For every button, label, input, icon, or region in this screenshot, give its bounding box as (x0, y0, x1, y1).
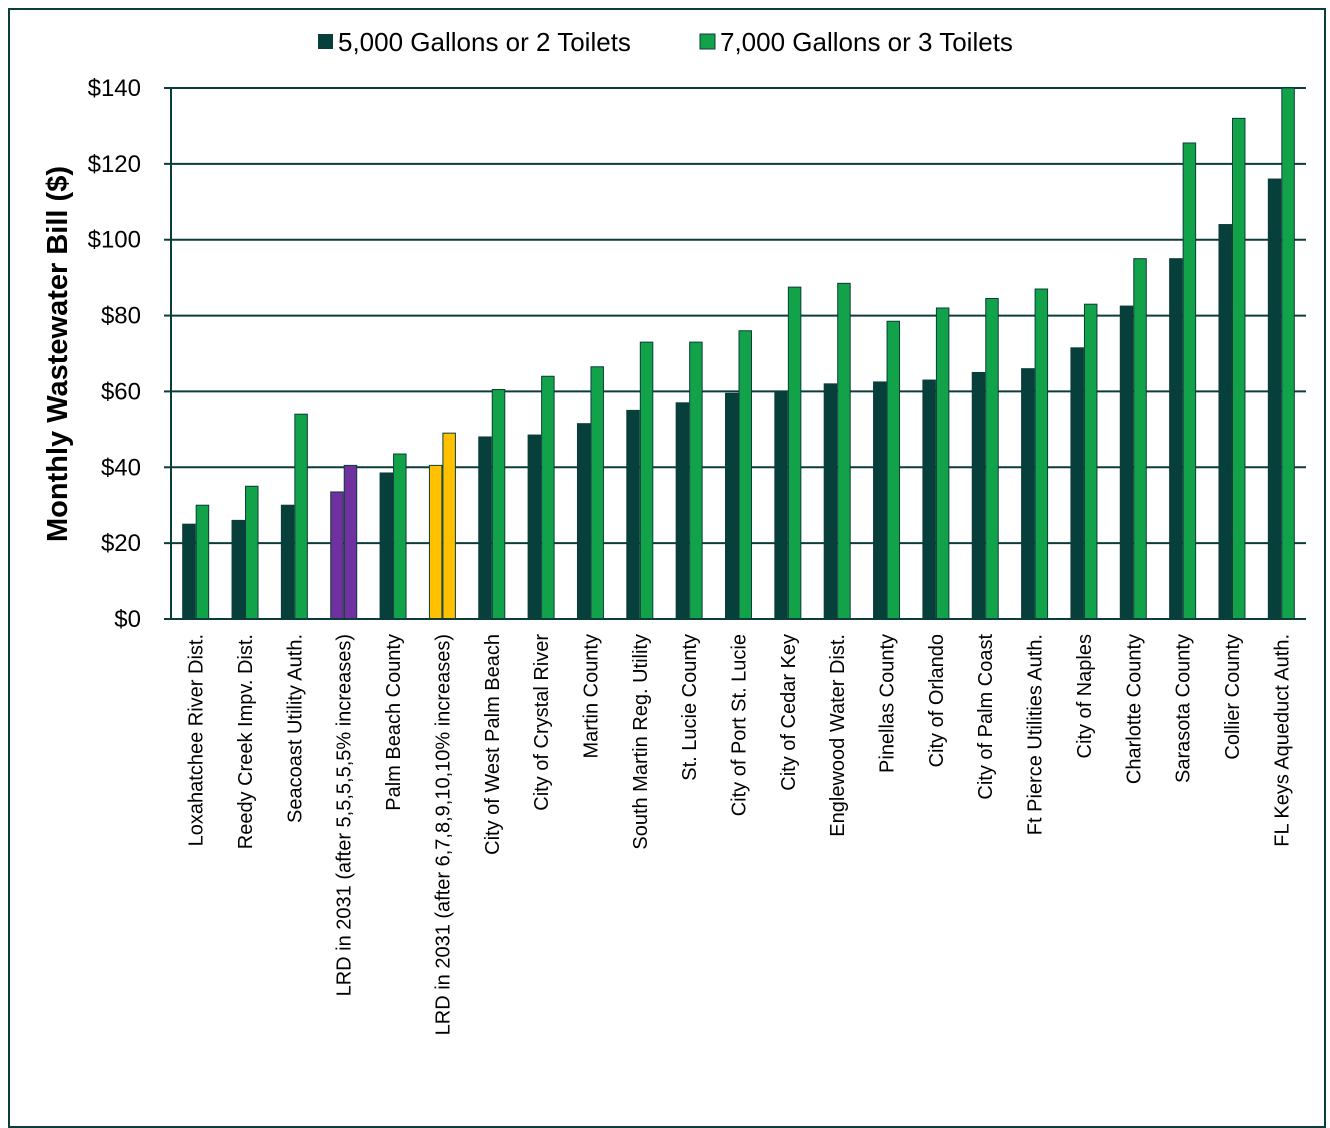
bar-series-1 (478, 436, 492, 620)
x-category-label: St. Lucie County (679, 634, 701, 781)
x-category-label: LRD in 2031 (after 5,5,5,5,5% increases) (334, 634, 356, 996)
bar-series-2 (294, 413, 308, 620)
bar-series-2 (639, 341, 654, 620)
bar-series-2 (343, 464, 358, 620)
bar-series-2 (886, 320, 901, 620)
x-category-label: City of Crystal River (531, 634, 553, 811)
bar-series-1 (182, 523, 196, 620)
chart-frame (8, 8, 1326, 1128)
bar-series-1 (1021, 368, 1035, 620)
bar-series-2 (590, 366, 604, 620)
bar-series-2 (787, 286, 802, 620)
bar-series-1 (379, 472, 394, 620)
bar-series-2 (541, 375, 555, 620)
bar-series-2 (1182, 142, 1197, 620)
x-category-label: City of Palm Coast (975, 634, 997, 800)
x-category-label: Collier County (1222, 634, 1244, 760)
axes: $0 $20 $40 $60 $80 $100 $120 $140 Loxahatchee Ri… (88, 75, 1306, 1035)
bar-series-1 (527, 434, 542, 620)
bar-series-1 (675, 402, 690, 620)
bar-series-2 (245, 485, 259, 620)
gridlines (171, 87, 1306, 545)
x-category-label: City of Port St. Lucie (729, 634, 751, 816)
bar-series-1 (971, 371, 986, 620)
x-category-label: City of Naples (1074, 634, 1096, 759)
x-category-label: LRD in 2031 (after 6,7,8,9,10,10% increa… (432, 634, 454, 1035)
legend: 5,000 Gallons or 2 Toilets 7,000 Gallons… (318, 27, 1013, 57)
y-tick-label: $0 (114, 606, 141, 633)
bar-series-1 (1218, 224, 1232, 620)
y-tick-label: $60 (101, 378, 141, 405)
legend-label-series-1: 5,000 Gallons or 2 Toilets (338, 27, 631, 57)
bar-series-1 (922, 379, 936, 620)
bar-series-2 (985, 298, 999, 620)
bar-series-2 (491, 389, 506, 620)
bar-series-1 (626, 409, 640, 620)
bar-series-1 (873, 381, 887, 620)
bar-series-2 (935, 307, 950, 620)
bar-series-2 (1133, 258, 1147, 620)
x-category-label: Seacoast Utility Auth. (284, 634, 306, 823)
bar-series-2 (1083, 303, 1098, 620)
x-category-label: City of West Palm Beach (482, 634, 504, 855)
x-category-label: Martin County (580, 634, 602, 759)
bar-series-1 (1070, 347, 1084, 620)
bar-series-1 (330, 491, 344, 620)
bar-series-2 (195, 504, 210, 620)
bar-series-2 (837, 282, 851, 620)
bar-series-2 (393, 453, 407, 620)
y-tick-label: $140 (88, 75, 141, 102)
x-category-label: Pinellas County (877, 634, 899, 773)
bar-series-1 (576, 423, 591, 620)
y-tick-label: $20 (101, 530, 141, 557)
x-category-label: South Martin Reg. Utility (630, 634, 652, 850)
bar-series-2 (689, 341, 703, 620)
bar-series-2 (738, 330, 752, 620)
x-category-label: FL Keys Aqueduct Auth. (1271, 634, 1293, 847)
x-category-label: Loxahatchee River Dist. (186, 634, 208, 846)
bar-series-1 (1119, 305, 1134, 620)
bar-series-1 (231, 519, 246, 620)
y-tick-label: $80 (101, 303, 141, 330)
x-category-label: Palm Beach County (383, 634, 405, 811)
bar-series-2 (1231, 117, 1246, 620)
bar-series-1 (1169, 258, 1183, 620)
x-category-label: Charlotte County (1123, 634, 1145, 784)
y-tick-label: $120 (88, 151, 141, 178)
legend-label-series-2: 7,000 Gallons or 3 Toilets (720, 27, 1013, 57)
legend-swatch-series-1 (318, 34, 333, 49)
y-tick-label: $100 (88, 227, 141, 254)
x-category-label: Englewood Water Dist. (827, 634, 849, 837)
x-category-label: Reedy Creek Impv. Dist. (235, 634, 257, 849)
bar-series-2 (1281, 87, 1295, 620)
bar-series-1 (1267, 178, 1282, 620)
bars (182, 87, 1295, 620)
bar-series-1 (774, 390, 788, 620)
y-axis-title: Monthly Wastewater Bill ($) (42, 166, 74, 542)
legend-swatch-series-2 (699, 33, 716, 50)
x-category-label: City of Cedar Key (778, 634, 800, 791)
bar-series-1 (823, 383, 838, 620)
bar-series-1 (280, 504, 295, 620)
x-category-label: City of Orlando (926, 634, 948, 767)
bar-series-2 (1034, 288, 1049, 620)
x-category-label: Ft Pierce Utilities Auth. (1025, 634, 1047, 835)
bar-series-2 (442, 432, 456, 620)
y-tick-label: $40 (101, 454, 141, 481)
x-category-label: Sarasota County (1173, 634, 1195, 783)
bar-series-1 (725, 392, 739, 620)
bar-series-1 (428, 464, 443, 620)
